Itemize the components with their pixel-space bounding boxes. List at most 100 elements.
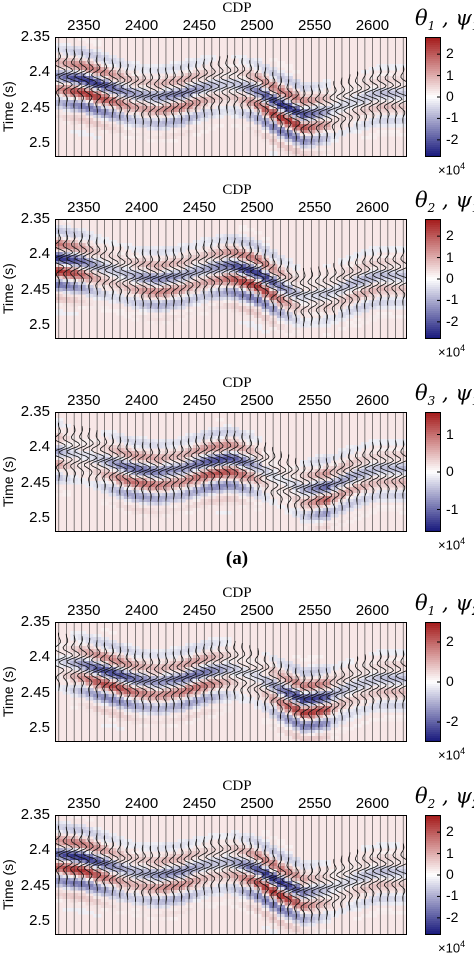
heat-cell (315, 727, 324, 731)
heat-cell (62, 297, 71, 301)
heat-cell (192, 252, 201, 256)
heat-cell (384, 100, 393, 104)
heat-cell (208, 55, 217, 59)
heat-cell (123, 88, 133, 92)
heat-cell (299, 721, 309, 725)
heat-cell (384, 718, 393, 722)
colorbar-tick-label: 1 (446, 425, 454, 442)
heat-cell (131, 697, 140, 701)
heat-cell (93, 252, 102, 256)
heat-cell (215, 709, 224, 713)
heat-cell (276, 321, 286, 325)
wiggle-trace (296, 268, 311, 327)
seismic-panel-5: CDP 2350 2400 2450 2500 2550 2600 2.35 2.4 2.45 2.… (0, 778, 474, 955)
heat-cell (169, 439, 179, 443)
heat-cell (253, 502, 263, 506)
heat-cell (77, 300, 87, 304)
heat-cell (100, 860, 110, 864)
heat-cell (315, 82, 324, 86)
heat-cell (299, 124, 309, 128)
heat-cell (100, 94, 110, 98)
heat-cell (276, 85, 286, 89)
heat-cell (108, 724, 117, 728)
heat-cell (177, 136, 186, 140)
heat-cell (131, 276, 140, 280)
heat-cell (93, 878, 102, 882)
heat-cell (345, 466, 355, 470)
colorbar-swatch (425, 101, 441, 104)
heat-cell (284, 679, 293, 683)
heat-cell (269, 655, 278, 659)
heat-cell (192, 478, 201, 482)
heat-cell (384, 478, 393, 482)
heat-cell (223, 433, 232, 437)
wiggle-trace (112, 436, 127, 495)
heat-cell (345, 297, 355, 301)
heat-cell (55, 424, 64, 428)
heat-cell (231, 481, 240, 485)
heat-cell (384, 508, 393, 512)
wiggle-trace (235, 433, 251, 492)
heat-cell (322, 324, 332, 328)
heat-cell (322, 526, 332, 530)
wiggle-trace (372, 650, 387, 709)
heat-cell (123, 706, 133, 710)
heat-cell (123, 857, 133, 861)
heat-cell (368, 246, 377, 250)
heat-cell (292, 79, 301, 83)
heat-cell (162, 484, 171, 488)
heat-cell (200, 291, 209, 295)
heat-cell (292, 85, 301, 89)
heat-cell (330, 733, 339, 737)
heat-cell (315, 148, 324, 152)
heat-cell (215, 700, 224, 704)
heat-cell (146, 655, 156, 659)
heat-cell (269, 664, 278, 668)
heat-cell (246, 433, 255, 437)
heat-cell (231, 676, 240, 680)
wiggle-trace (281, 79, 297, 138)
heat-cell (315, 523, 324, 527)
heat-cell (85, 64, 94, 68)
x-tick-label: 2450 (182, 17, 216, 34)
heat-cell (108, 715, 117, 719)
heat-cell (384, 673, 393, 677)
heat-cell (93, 85, 102, 89)
heat-cell (261, 694, 270, 698)
heat-cell (284, 481, 293, 485)
heat-cell (162, 64, 171, 68)
heat-cell (322, 309, 332, 313)
heat-cell (208, 94, 217, 98)
heat-cell (231, 288, 240, 292)
heat-cell (299, 520, 309, 524)
heat-cell (62, 863, 71, 867)
heat-cell (154, 261, 163, 265)
heat-cell (284, 73, 293, 77)
wiggle-trace (228, 55, 243, 114)
heat-cell (108, 851, 117, 855)
heat-cell (192, 685, 201, 689)
colorbar-swatch (425, 726, 441, 729)
title-subscript-2: 2 (472, 604, 474, 618)
heat-cell (162, 315, 171, 319)
heat-cell (116, 884, 125, 888)
heat-cell (185, 285, 194, 289)
heat-cell (361, 309, 370, 313)
heat-cell (276, 303, 286, 307)
heat-cell (123, 667, 133, 671)
heat-cell (108, 908, 117, 912)
heat-cell (55, 842, 64, 846)
heat-cell (123, 682, 133, 686)
heat-cell (93, 685, 102, 689)
heat-cell (100, 282, 110, 286)
heat-cell (177, 94, 186, 98)
heat-cell (223, 303, 232, 307)
heat-cell (162, 914, 171, 918)
heat-cell (269, 460, 278, 464)
heat-cell (315, 309, 324, 313)
colorbar-swatch (425, 51, 441, 54)
heat-cell (192, 673, 201, 677)
heat-cell (253, 658, 263, 662)
heat-cell (200, 70, 209, 74)
heat-cell (62, 276, 71, 280)
